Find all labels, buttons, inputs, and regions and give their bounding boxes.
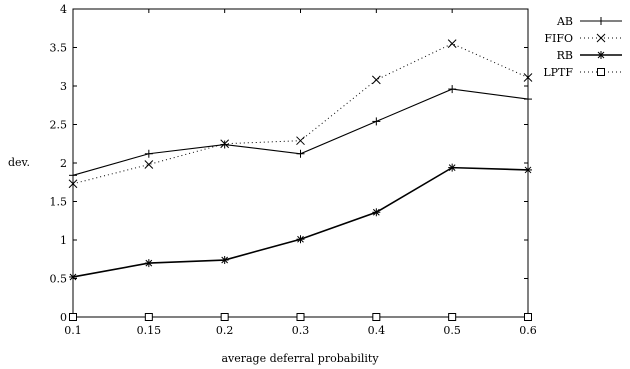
y-tick-label: 0 <box>60 311 67 324</box>
series-lptf-point <box>372 313 381 321</box>
series-ab <box>69 85 532 180</box>
series-fifo-point <box>220 139 230 149</box>
y-tick-label: 3.5 <box>50 42 68 55</box>
series-fifo-point <box>296 136 305 146</box>
y-tick-label: 2.5 <box>50 119 68 132</box>
y-tick-label: 1.5 <box>50 196 68 209</box>
legend-item-rb: RB <box>557 49 622 62</box>
legend-label: AB <box>556 15 573 28</box>
series-rb-point <box>296 235 305 244</box>
series-ab-point <box>296 149 305 158</box>
legend-marker-rb <box>597 51 605 59</box>
series-lptf-point <box>220 313 229 321</box>
series-fifo <box>68 39 533 189</box>
series-ab-point <box>524 95 532 104</box>
series-rb-point <box>144 259 153 268</box>
series-rb-point <box>69 272 77 281</box>
series-fifo-point <box>523 73 533 82</box>
x-axis: 0.1 0.15 0.2 0.3 0.4 0.5 0.6 <box>64 9 537 337</box>
series-rb <box>69 163 532 281</box>
series-fifo-point <box>447 39 457 49</box>
series-layer <box>68 39 533 321</box>
series-rb-point <box>524 165 532 174</box>
legend: AB FIFO RB LPTF <box>543 15 622 79</box>
series-ab-line <box>72 88 529 176</box>
y-axis-label: dev. <box>8 156 30 169</box>
series-lptf <box>69 313 532 321</box>
y-tick-label: 0.5 <box>50 273 68 286</box>
x-tick-label: 0.3 <box>292 324 310 337</box>
y-tick-label: 4 <box>60 3 67 16</box>
series-lptf-point <box>296 313 305 321</box>
series-rb-line <box>72 166 529 278</box>
series-ab-point <box>69 171 77 180</box>
series-fifo-line <box>72 43 529 185</box>
x-tick-label: 0.2 <box>216 324 234 337</box>
legend-label: RB <box>557 49 573 62</box>
series-ab-point <box>220 140 229 149</box>
x-tick-label: 0.15 <box>137 324 162 337</box>
y-axis: 0 0.5 1 1.5 2 2.5 3 3.5 4 <box>50 3 528 324</box>
series-lptf-point <box>448 313 457 321</box>
series-ab-point <box>144 149 153 158</box>
series-lptf-point <box>524 313 532 321</box>
y-tick-label: 3 <box>60 80 67 93</box>
series-rb-point <box>372 208 381 217</box>
legend-item-ab: AB <box>556 15 622 28</box>
series-fifo-point <box>68 179 78 189</box>
x-axis-label: average deferral probability <box>221 352 379 365</box>
legend-item-lptf: LPTF <box>543 66 622 79</box>
series-ab-point <box>372 117 381 126</box>
series-lptf-point <box>69 313 77 321</box>
series-ab-point <box>448 85 457 94</box>
x-tick-label: 0.6 <box>519 324 537 337</box>
x-tick-label: 0.4 <box>368 324 386 337</box>
legend-label: LPTF <box>543 66 573 79</box>
series-fifo-point <box>371 75 381 85</box>
series-lptf-point <box>144 313 153 321</box>
y-tick-label: 2 <box>60 157 67 170</box>
legend-item-fifo: FIFO <box>544 32 622 45</box>
legend-marker-lptf <box>597 68 605 76</box>
series-rb-point <box>448 163 457 172</box>
legend-label: FIFO <box>544 32 573 45</box>
series-rb-point <box>220 256 229 265</box>
y-tick-label: 1 <box>60 234 67 247</box>
plot-frame <box>72 8 529 318</box>
legend-marker-ab <box>597 17 605 25</box>
x-tick-label: 0.1 <box>64 324 82 337</box>
legend-marker-fifo <box>596 33 606 43</box>
x-tick-label: 0.5 <box>443 324 461 337</box>
series-fifo-point <box>144 160 154 169</box>
